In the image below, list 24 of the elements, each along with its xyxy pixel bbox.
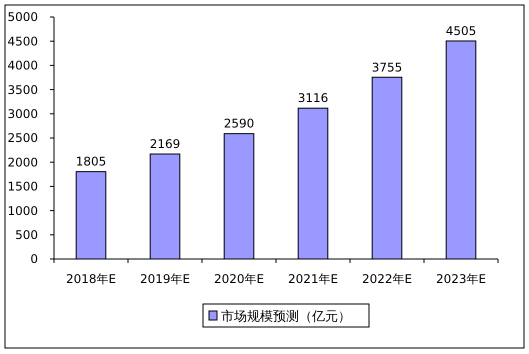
data-label: 1805	[76, 154, 106, 169]
x-tick-label: 2021年E	[288, 272, 338, 286]
y-tick-label: 4500	[7, 34, 38, 48]
data-label: 2590	[224, 116, 254, 131]
y-tick-label: 2000	[7, 155, 38, 170]
y-tick-label: 3000	[7, 107, 38, 121]
y-tick-label: 0	[30, 252, 38, 266]
y-tick-label: 500	[15, 228, 38, 242]
y-tick-label: 1500	[7, 180, 38, 194]
data-label: 2169	[150, 137, 180, 152]
legend-label: 市场规模预测（亿元）	[221, 310, 351, 325]
x-tick-label: 2020年E	[214, 272, 264, 286]
x-tick-label: 2018年E	[66, 272, 116, 286]
y-tick-label: 2500	[7, 131, 38, 146]
data-label: 3116	[298, 91, 328, 106]
y-tick-label: 5000	[7, 10, 38, 24]
x-tick-label: 2022年E	[362, 272, 412, 286]
x-tick-label: 2019年E	[140, 272, 190, 286]
data-label: 4505	[446, 24, 476, 38]
x-tick-label: 2023年E	[436, 272, 486, 286]
data-label: 3755	[372, 60, 402, 74]
y-tick-label: 3500	[7, 82, 38, 97]
y-tick-label: 4000	[7, 58, 38, 73]
y-tick-label: 1000	[7, 204, 38, 218]
